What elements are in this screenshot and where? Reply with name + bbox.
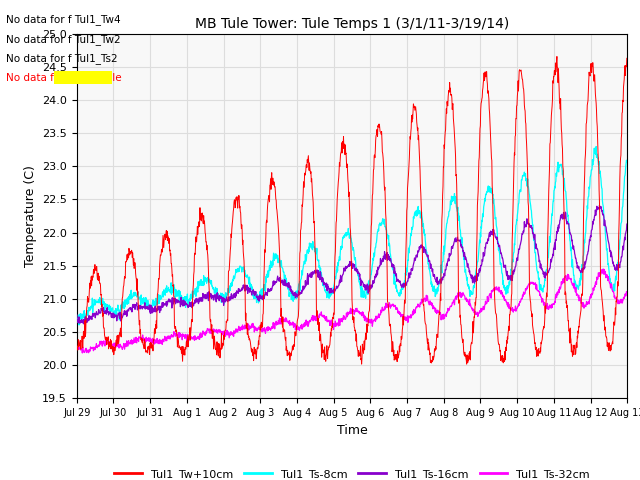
Tul1_Tw+10cm xyxy=(282,337,289,343)
Legend: Tul1_Tw+10cm, Tul1_Ts-8cm, Tul1_Ts-16cm, Tul1_Ts-32cm: Tul1_Tw+10cm, Tul1_Ts-8cm, Tul1_Ts-16cm,… xyxy=(109,464,595,480)
Tul1_Ts-8cm xyxy=(172,287,180,292)
Tul1_Tw+10cm xyxy=(463,361,470,367)
Tul1_Tw+10cm xyxy=(550,68,558,73)
Tul1_Ts-8cm xyxy=(550,187,558,193)
Text: No data for f Tul1_Tw2: No data for f Tul1_Tw2 xyxy=(6,34,121,45)
Tul1_Ts-32cm xyxy=(73,346,81,351)
Tul1_Ts-32cm xyxy=(623,289,630,295)
Tul1_Ts-32cm xyxy=(490,287,497,293)
Tul1_Ts-8cm xyxy=(623,159,630,165)
Tul1_Ts-16cm xyxy=(79,321,87,327)
Tul1_Ts-32cm xyxy=(550,301,558,307)
Tul1_Ts-32cm xyxy=(182,335,190,340)
Tul1_Tw+10cm xyxy=(553,54,561,60)
Text: No data for f Tul1_Tule: No data for f Tul1_Tule xyxy=(6,72,122,83)
Tul1_Ts-8cm xyxy=(592,144,600,149)
Tul1_Ts-32cm xyxy=(172,331,180,337)
Tul1_Ts-16cm xyxy=(182,300,190,306)
Title: MB Tule Tower: Tule Temps 1 (3/1/11-3/19/14): MB Tule Tower: Tule Temps 1 (3/1/11-3/19… xyxy=(195,17,509,31)
Tul1_Ts-32cm xyxy=(599,266,607,272)
Tul1_Ts-8cm xyxy=(232,266,240,272)
Line: Tul1_Ts-16cm: Tul1_Ts-16cm xyxy=(77,205,627,324)
Tul1_Ts-32cm xyxy=(79,350,86,356)
Tul1_Tw+10cm xyxy=(73,346,81,352)
Tul1_Tw+10cm xyxy=(490,225,497,230)
X-axis label: Time: Time xyxy=(337,424,367,437)
Line: Tul1_Tw+10cm: Tul1_Tw+10cm xyxy=(77,57,627,364)
Tul1_Ts-16cm xyxy=(596,203,604,208)
Tul1_Ts-8cm xyxy=(182,294,190,300)
Tul1_Ts-8cm xyxy=(282,276,290,282)
Tul1_Tw+10cm xyxy=(232,204,239,209)
Tul1_Ts-16cm xyxy=(172,297,180,303)
Tul1_Tw+10cm xyxy=(182,346,189,352)
Tul1_Ts-8cm xyxy=(73,319,81,325)
Text: No data for f Tul1_Tw4: No data for f Tul1_Tw4 xyxy=(6,14,121,25)
Tul1_Ts-8cm xyxy=(490,200,497,206)
Tul1_Ts-16cm xyxy=(282,283,290,289)
Text: No data for f Tul1_Ts2: No data for f Tul1_Ts2 xyxy=(6,53,118,64)
Tul1_Ts-16cm xyxy=(490,232,497,238)
Tul1_Ts-8cm xyxy=(75,322,83,328)
Tul1_Ts-32cm xyxy=(232,326,240,332)
Tul1_Tw+10cm xyxy=(172,324,179,329)
Tul1_Ts-16cm xyxy=(232,293,240,299)
Tul1_Ts-32cm xyxy=(282,315,290,321)
Y-axis label: Temperature (C): Temperature (C) xyxy=(24,165,36,267)
Tul1_Ts-16cm xyxy=(73,312,81,318)
Tul1_Ts-16cm xyxy=(550,243,558,249)
Line: Tul1_Ts-32cm: Tul1_Ts-32cm xyxy=(77,269,627,353)
Tul1_Ts-16cm xyxy=(623,221,630,227)
Line: Tul1_Ts-8cm: Tul1_Ts-8cm xyxy=(77,146,627,325)
Tul1_Tw+10cm xyxy=(623,55,630,61)
